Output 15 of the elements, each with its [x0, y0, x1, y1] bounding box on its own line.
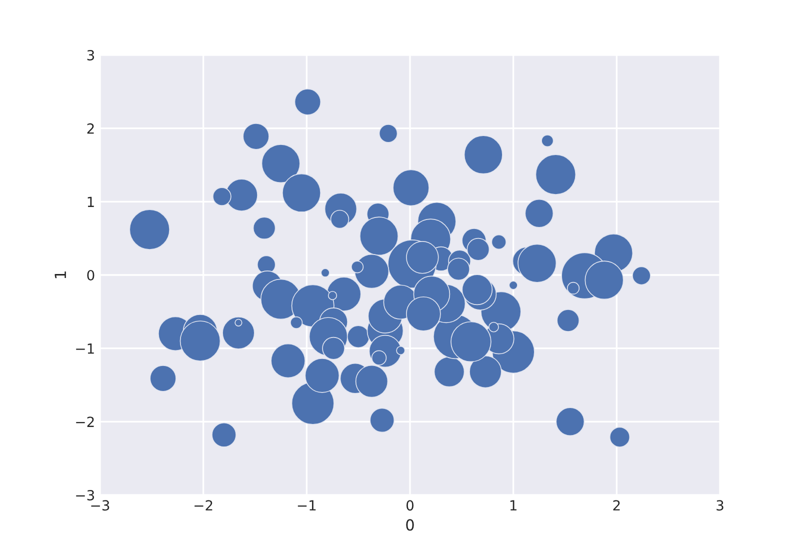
x-axis-title: 0: [406, 519, 414, 531]
x-tick-label: 2: [613, 500, 620, 510]
y-tick-label: −3: [76, 490, 94, 500]
y-tick-label: 0: [87, 270, 94, 280]
x-tick-label: 1: [510, 500, 516, 510]
x-tick-label: 0: [406, 500, 414, 511]
y-tick-label: −2: [76, 416, 94, 427]
x-tick-label: −2: [194, 500, 212, 510]
y-tick-label: 2: [87, 123, 94, 134]
y-tick-label: −1: [76, 343, 94, 354]
y-axis-title: 1: [54, 272, 66, 278]
x-tick-label: −1: [298, 500, 316, 510]
y-tick-label: 1: [88, 196, 94, 207]
x-tick-label: 3: [716, 500, 724, 511]
y-tick-label: 3: [87, 50, 94, 60]
